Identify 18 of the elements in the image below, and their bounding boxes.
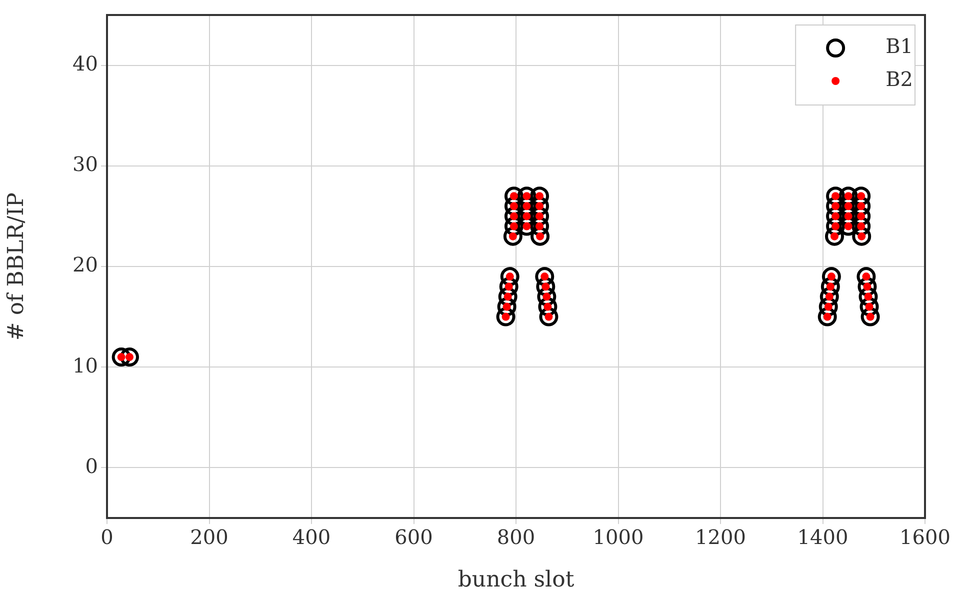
- y-tick-label: 10: [72, 353, 98, 378]
- x-tick-label: 600: [394, 525, 433, 550]
- legend-label: B1: [886, 34, 913, 58]
- x-tick-label: 1600: [900, 525, 950, 550]
- x-tick-label: 1000: [592, 525, 644, 550]
- x-tick-label: 800: [496, 525, 536, 550]
- x-tick-label: 1400: [797, 525, 848, 550]
- x-tick-label: 0: [100, 525, 114, 550]
- x-axis-title: bunch slot: [458, 568, 574, 593]
- y-tick-label: 20: [72, 252, 98, 277]
- y-tick-label: 0: [85, 454, 98, 478]
- y-tick-label: 40: [72, 52, 98, 76]
- x-tick-label: 1200: [695, 525, 746, 550]
- x-tick-label: 200: [190, 525, 228, 550]
- y-axis-title: # of BBLR/IP: [4, 192, 29, 341]
- x-tick-label: 400: [292, 525, 331, 550]
- legend-label: B2: [886, 67, 913, 92]
- y-tick-label: 30: [72, 152, 98, 176]
